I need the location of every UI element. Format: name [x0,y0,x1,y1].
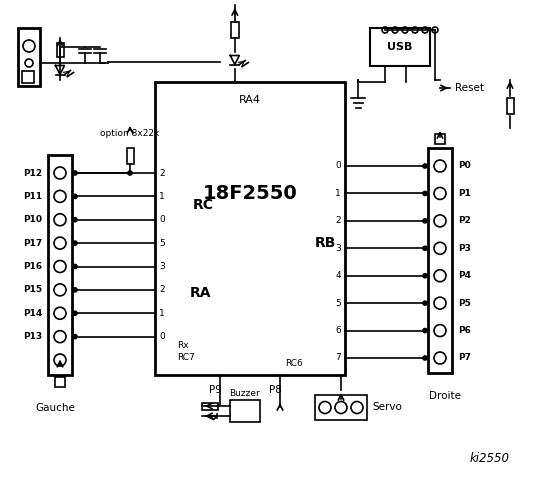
Text: 7: 7 [335,353,341,362]
Bar [127,148,133,164]
Bar [315,395,367,420]
Circle shape [423,274,427,278]
Bar [202,403,218,409]
Text: P10: P10 [23,215,42,224]
Text: Buzzer: Buzzer [229,388,260,397]
Bar [231,22,239,38]
Text: RC7: RC7 [177,352,195,361]
Circle shape [423,301,427,305]
Text: P0: P0 [458,161,471,170]
Text: P5: P5 [458,299,471,308]
Text: 6: 6 [335,326,341,335]
Text: P1: P1 [458,189,471,198]
Text: 5: 5 [159,239,165,248]
Text: option 8x22k: option 8x22k [101,129,160,137]
Text: RA: RA [190,286,211,300]
Text: P13: P13 [23,332,42,341]
Bar [230,400,260,422]
Text: P9: P9 [208,385,221,395]
Circle shape [73,288,77,292]
Text: P3: P3 [458,244,471,253]
Text: P12: P12 [23,168,42,178]
Text: RB: RB [315,236,336,250]
Bar [22,71,34,83]
Bar [435,134,445,144]
Text: 2: 2 [159,168,165,178]
Text: Servo: Servo [372,403,402,412]
Circle shape [73,218,77,222]
Bar [370,28,430,66]
Text: 2: 2 [335,216,341,225]
Circle shape [73,171,77,175]
Text: 0: 0 [335,161,341,170]
Text: 1: 1 [159,192,165,201]
Text: USB: USB [387,42,413,52]
Bar [48,155,72,375]
Text: RA4: RA4 [239,95,261,105]
Text: RC6: RC6 [285,359,302,368]
Text: Gauche: Gauche [35,403,75,413]
Text: Reset: Reset [455,83,484,93]
Circle shape [73,335,77,338]
Text: P15: P15 [23,286,42,294]
Circle shape [128,171,132,175]
Text: 0: 0 [159,215,165,224]
Text: P14: P14 [23,309,42,318]
Text: Rx: Rx [177,340,189,349]
Text: 3: 3 [159,262,165,271]
Text: 18F2550: 18F2550 [202,184,298,203]
Text: P4: P4 [458,271,471,280]
Circle shape [423,329,427,333]
Bar [56,43,64,57]
Circle shape [423,246,427,250]
Text: Droite: Droite [429,391,461,401]
Text: 1: 1 [335,189,341,198]
Text: P17: P17 [23,239,42,248]
Text: ki2550: ki2550 [470,452,510,465]
Bar [18,28,40,86]
Text: P6: P6 [458,326,471,335]
Text: 2: 2 [159,286,165,294]
Text: 4: 4 [335,271,341,280]
Circle shape [73,194,77,198]
Bar [155,82,345,375]
Text: 1: 1 [159,309,165,318]
Text: 5: 5 [335,299,341,308]
Text: P2: P2 [458,216,471,225]
Circle shape [423,164,427,168]
Text: RC: RC [193,198,214,212]
Text: P11: P11 [23,192,42,201]
Text: P7: P7 [458,353,471,362]
Circle shape [73,264,77,268]
Circle shape [423,356,427,360]
Circle shape [73,241,77,245]
Bar [507,98,514,114]
Text: P8: P8 [269,385,281,395]
Circle shape [423,192,427,195]
Circle shape [73,311,77,315]
Text: 0: 0 [159,332,165,341]
Text: P16: P16 [23,262,42,271]
Bar [55,377,65,387]
Circle shape [423,219,427,223]
Bar [428,148,452,373]
Text: 3: 3 [335,244,341,253]
